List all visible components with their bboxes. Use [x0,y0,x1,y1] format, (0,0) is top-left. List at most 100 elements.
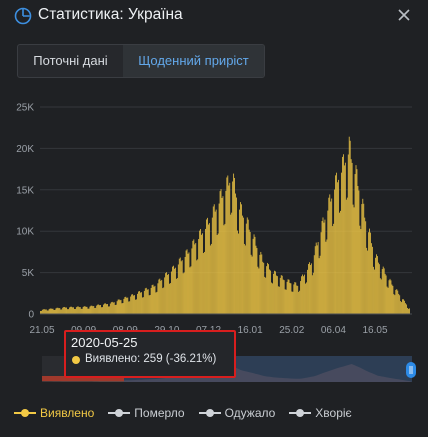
bar [264,276,266,314]
bar [194,244,196,314]
bar [342,156,343,314]
bar [66,307,67,314]
tab-current-data[interactable]: Поточні дані [33,53,108,68]
bar [392,285,394,314]
bar [355,165,357,314]
bar [305,283,306,314]
bar [149,294,151,314]
bar [191,248,193,314]
bar [150,287,152,314]
bar [80,308,82,314]
bar [208,223,210,314]
bar [67,309,68,314]
bar [294,282,296,314]
bar [396,289,398,314]
bar [275,275,277,314]
bar [125,296,127,314]
bar [364,217,366,314]
bar [341,172,342,314]
bar [135,299,136,314]
bar [334,189,336,314]
legend-item-deaths[interactable]: Померло [108,406,185,420]
bar [93,306,95,314]
bar [239,209,240,314]
bar [270,270,271,314]
bar [344,162,346,314]
bar [146,289,148,314]
bar [269,269,270,314]
bar [255,245,257,314]
legend-item-recovered[interactable]: Одужало [198,406,276,420]
bar [225,190,227,314]
close-icon[interactable] [395,6,413,24]
bar [402,299,404,314]
bar [401,302,403,314]
bar [145,287,147,314]
legend-item-sick[interactable]: Хворіє [289,406,352,420]
bar [404,300,405,314]
bar [259,254,261,314]
bar [309,265,311,314]
bar [279,277,281,314]
bar [375,257,376,314]
bar [312,272,314,314]
bar [197,259,199,314]
bar [256,248,258,314]
bar [171,271,172,314]
bar [156,291,158,314]
bar [224,223,226,314]
bar [241,215,243,314]
pie-chart-icon [14,7,32,25]
tab-daily-growth[interactable]: Щоденний приріст [123,45,264,77]
bar [292,291,294,314]
bar [275,271,276,314]
bar [72,307,73,314]
x-tick-label: 06.04 [321,325,346,336]
bar [129,301,131,314]
bar [130,296,132,314]
bar [105,303,106,314]
bar [276,276,278,314]
bar [193,239,195,314]
bar [81,308,83,314]
bar [298,291,300,314]
bar [214,211,216,314]
bar [281,275,283,314]
bar [378,264,380,314]
bar [319,255,321,314]
bar [148,295,150,314]
bar [84,306,86,314]
bar [228,185,230,314]
navigator-handle-right[interactable] [406,362,416,378]
bar [306,282,307,314]
bar [173,265,174,314]
bar [331,198,333,314]
x-tick-label: 16.05 [362,325,387,336]
bar [131,294,133,314]
bar [309,262,310,314]
y-tick-label: 10K [16,227,34,238]
bar [110,302,112,314]
bar [179,257,181,314]
tooltip-series-dot [72,356,80,364]
bar [196,260,198,314]
y-tick-label: 0 [28,310,34,321]
navigator-left-bar [42,376,124,381]
bar [295,282,297,314]
bar [257,266,259,314]
chart-legend: Виявлено Померло Одужало Хворіє [14,404,366,422]
bar [109,303,111,314]
bar [333,223,335,314]
bar [73,308,75,314]
bar [164,277,166,314]
bar [211,217,213,314]
bar [82,306,84,314]
bar [212,206,214,314]
tooltip-date: 2020-05-25 [71,335,138,350]
legend-label: Одужало [224,406,276,420]
legend-item-detected[interactable]: Виявлено [14,406,94,420]
y-tick-label: 25K [16,103,34,114]
bar [296,285,298,314]
bar [209,245,211,314]
bar [165,273,167,314]
